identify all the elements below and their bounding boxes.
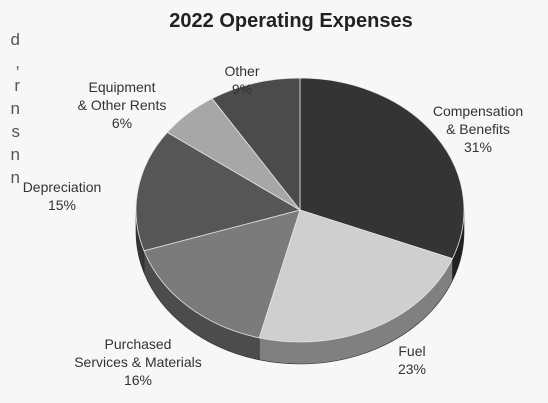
- slice-percent: 9%: [232, 81, 252, 97]
- pie-slice: [135, 131, 302, 252]
- slice-percent: 6%: [112, 115, 132, 131]
- slice-category: Depreciation: [23, 179, 102, 195]
- cut-text-fragment: n: [10, 99, 20, 118]
- slice-label: Depreciation 15%: [23, 179, 102, 213]
- pie-slice: [211, 77, 301, 212]
- slice-category: Other: [224, 63, 259, 79]
- slice-label: Equipment & Other Rents 6%: [78, 79, 167, 131]
- slice-percent: 15%: [48, 197, 76, 213]
- slice-category: Fuel: [398, 343, 425, 359]
- slice-category: & Other Rents: [78, 97, 167, 113]
- pie-labels: Compensation & Benefits 31% Fuel 23% Purchase…: [23, 63, 523, 388]
- cut-text-fragment: d: [10, 30, 20, 49]
- slice-category: & Benefits: [446, 121, 510, 137]
- chart-title: 2022 Operating Expenses: [169, 10, 413, 32]
- slice-category: Equipment: [89, 79, 156, 95]
- slice-label: Compensation & Benefits 31%: [433, 103, 523, 155]
- slice-percent: 31%: [464, 139, 492, 155]
- slice-category: Compensation: [433, 103, 523, 119]
- pie-slice: [258, 209, 454, 343]
- cut-text-fragment: n: [10, 168, 20, 187]
- slice-label: Other 9%: [224, 63, 259, 97]
- cut-text-fragment: r: [14, 76, 20, 95]
- slice-percent: 16%: [124, 372, 152, 388]
- slice-label: Fuel 23%: [398, 343, 426, 377]
- slice-percent: 23%: [398, 361, 426, 377]
- cut-text-fragment: ,: [15, 53, 20, 72]
- slice-category: Purchased: [105, 336, 172, 352]
- cut-text-fragment: n: [10, 145, 20, 164]
- cut-text-fragment: s: [11, 122, 21, 141]
- pie-slices: [135, 77, 465, 343]
- pie-slice: [299, 77, 465, 260]
- pie-slice: [143, 209, 301, 339]
- slice-label: Purchased Services & Materials 16%: [74, 336, 202, 388]
- slice-category: Services & Materials: [74, 354, 202, 370]
